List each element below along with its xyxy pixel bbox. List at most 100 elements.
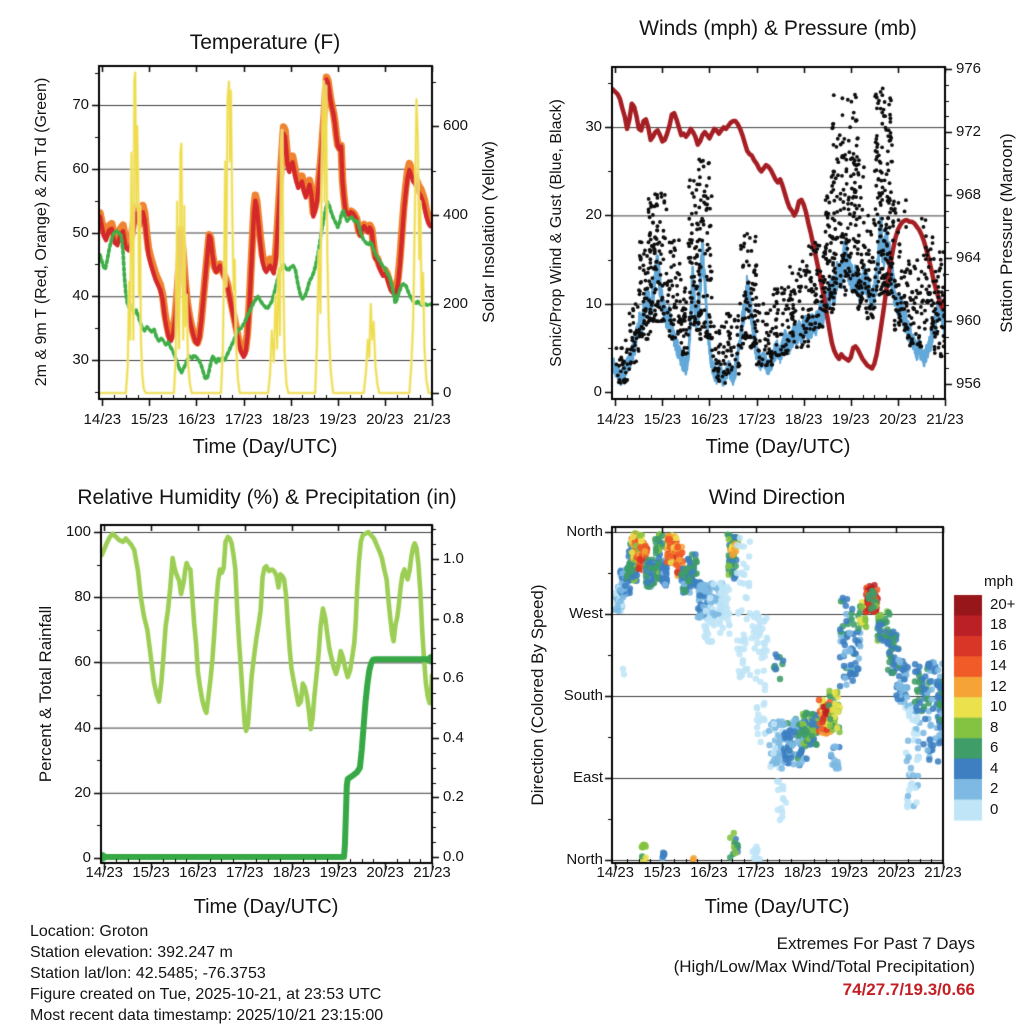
x-tick-label: 18/23 (271, 411, 310, 428)
y-tick-label-precip: 0.2 (443, 788, 464, 806)
x-tick-label: 15/23 (130, 411, 169, 428)
y-tick-label-pressure: 972 (956, 123, 982, 141)
y-tick-label-rh: 40 (74, 718, 91, 736)
legend-label-mph: 20+ (990, 596, 1016, 613)
x-tick-label: 16/23 (690, 411, 729, 428)
y-tick-label-temp: 50 (72, 223, 89, 241)
legend-title-mph: mph (984, 573, 1014, 590)
x-tick-label: 14/23 (83, 411, 122, 428)
y-tick-label-pressure: 968 (956, 186, 982, 204)
x-axis-title-humidity: Time (Day/UTC) (193, 896, 339, 918)
y-tick-label-direction: East (572, 769, 603, 786)
y-tick-label-direction: North (566, 851, 603, 868)
x-tick-label: 19/23 (830, 864, 869, 881)
x-tick-label: 14/23 (85, 864, 124, 881)
y-tick-label-temp: 70 (72, 96, 89, 113)
y-tick-label-temp: 40 (72, 287, 89, 305)
x-tick-label: 20/23 (879, 411, 917, 428)
x-tick-label: 18/23 (783, 864, 822, 881)
x-tick-label: 20/23 (366, 864, 404, 881)
panel-title-humidity: Relative Humidity (%) & Precipitation (i… (77, 486, 457, 509)
x-tick-label: 21/23 (926, 411, 964, 428)
y-tick-label-pressure: 964 (956, 249, 982, 267)
y-axis-label-winds-left: Sonic/Prop Wind & Gust (Blue, Black) (548, 99, 565, 367)
y-tick-label-pressure: 976 (956, 60, 982, 77)
x-tick-label: 15/23 (643, 411, 682, 428)
extremes-values: 74/27.7/19.3/0.66 (842, 980, 975, 999)
x-tick-label: 15/23 (132, 864, 170, 881)
y-tick-label-direction: South (563, 687, 603, 704)
x-tick-label: 17/23 (736, 864, 775, 881)
y-tick-label-solar: 400 (443, 206, 469, 223)
y-tick-label-precip: 1.0 (443, 550, 464, 567)
x-tick-label: 17/23 (225, 864, 264, 881)
y-tick-label-rh: 20 (74, 783, 91, 801)
y-tick-label-precip: 0.6 (443, 669, 464, 687)
y-tick-label-pressure: 960 (956, 312, 982, 330)
footer-location: Location: Groton (30, 923, 149, 940)
x-tick-label: 19/23 (832, 411, 870, 428)
x-tick-label: 21/23 (413, 864, 451, 881)
x-tick-label: 18/23 (272, 864, 311, 881)
x-tick-label: 18/23 (784, 411, 823, 428)
legend-label-mph: 14 (990, 657, 1007, 675)
legend-label-mph: 10 (990, 698, 1007, 716)
legend-label-mph: 6 (990, 739, 999, 757)
legend-label-mph: 4 (990, 759, 999, 777)
y-tick-label-rh: 60 (74, 653, 91, 671)
x-axis-title-winds: Time (Day/UTC) (705, 436, 851, 458)
y-axis-label-temperature-left: 2m & 9m T (Red, Orange) & 2m Td (Green) (33, 77, 50, 387)
footer-latlon: Station lat/lon: 42.5485; -76.3753 (30, 965, 266, 982)
x-tick-label: 16/23 (177, 411, 216, 428)
x-tick-label: 19/23 (319, 411, 357, 428)
panel-title-winds: Winds (mph) & Pressure (mb) (639, 17, 917, 40)
legend-label-mph: 0 (990, 800, 999, 818)
legend-label-mph: 8 (990, 718, 999, 736)
y-tick-label-rh: 100 (65, 523, 91, 540)
x-tick-label: 15/23 (643, 864, 681, 881)
legend-label-mph: 16 (990, 636, 1007, 654)
x-tick-label: 16/23 (690, 864, 728, 881)
y-tick-label-wind: 10 (585, 294, 602, 312)
legend-label-mph: 18 (990, 616, 1007, 634)
x-tick-label: 16/23 (179, 864, 217, 881)
y-tick-label-precip: 0.4 (443, 728, 464, 746)
x-tick-label: 14/23 (596, 411, 635, 428)
x-tick-label: 21/23 (413, 411, 451, 428)
y-tick-label-precip: 0.0 (443, 848, 464, 865)
y-tick-label-temp: 60 (72, 159, 89, 177)
x-axis-title-wind-direction: Time (Day/UTC) (704, 896, 850, 918)
y-tick-label-wind: 30 (585, 118, 602, 136)
x-tick-label: 17/23 (737, 411, 776, 428)
y-tick-label-solar: 600 (443, 117, 469, 134)
y-tick-label-pressure: 956 (956, 375, 982, 393)
footer-elevation: Station elevation: 392.247 m (30, 944, 233, 961)
y-tick-label-solar: 200 (443, 295, 469, 312)
y-axis-label-winds-right: Station Pressure (Maroon) (997, 133, 1016, 333)
y-tick-label-precip: 0.8 (443, 609, 464, 627)
legend-label-mph: 2 (990, 780, 999, 798)
y-tick-label-rh: 0 (82, 849, 91, 866)
y-tick-label-direction: North (566, 523, 603, 540)
footer-timestamp: Most recent data timestamp: 2025/10/21 2… (30, 1007, 384, 1024)
x-tick-label: 20/23 (366, 411, 404, 428)
legend-label-mph: 12 (990, 677, 1007, 695)
extremes-heading: Extremes For Past 7 Days (776, 934, 975, 953)
y-axis-label-temperature-right: Solar Insolation (Yellow) (479, 141, 498, 323)
x-tick-label: 20/23 (877, 864, 915, 881)
extremes-subheading: (High/Low/Max Wind/Total Precipitation) (673, 957, 975, 976)
y-tick-label-direction: West (569, 605, 603, 622)
y-tick-label-wind: 0 (593, 383, 602, 400)
y-tick-label-temp: 30 (72, 351, 89, 368)
x-tick-label: 17/23 (224, 411, 263, 428)
footer-created: Figure created on Tue, 2025-10-21, at 23… (30, 986, 382, 1003)
y-tick-label-rh: 80 (74, 588, 91, 606)
panel-title-temperature: Temperature (F) (189, 31, 341, 54)
x-tick-label: 21/23 (924, 864, 962, 881)
y-axis-label-humidity-left: Percent & Total Rainfall (36, 605, 55, 783)
panel-title-wind-direction: Wind Direction (708, 486, 846, 509)
y-tick-label-solar: 0 (443, 384, 452, 401)
x-tick-label: 14/23 (596, 864, 635, 881)
